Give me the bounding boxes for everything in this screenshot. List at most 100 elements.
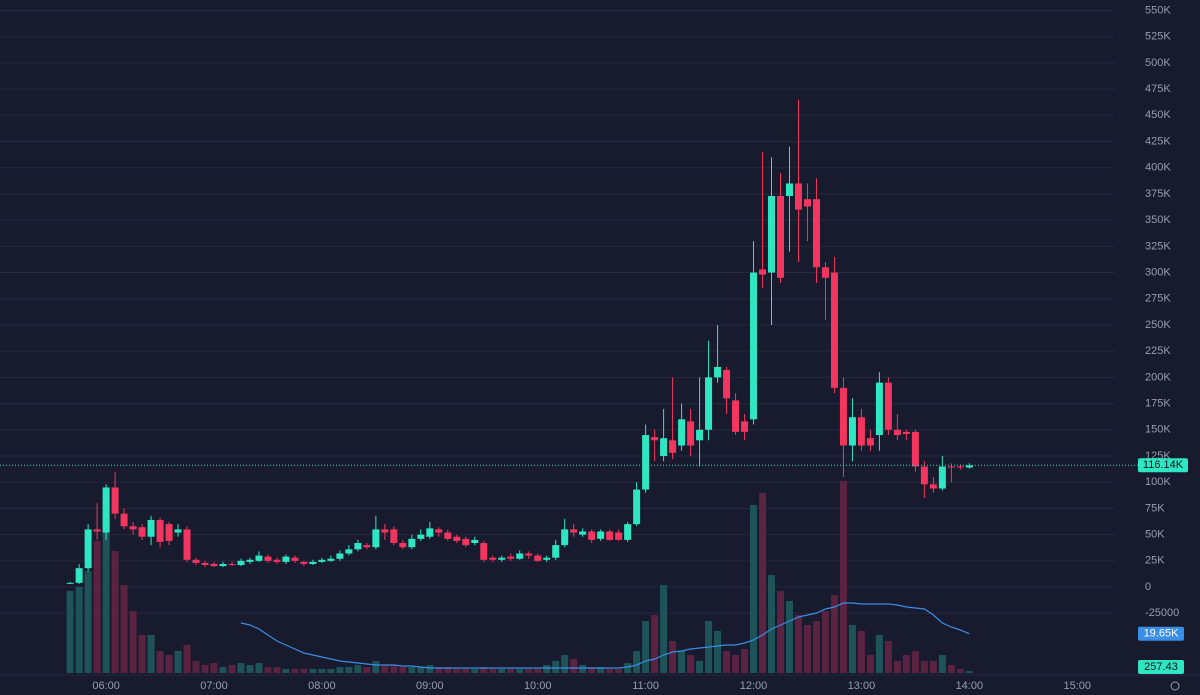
candle-body bbox=[471, 539, 479, 544]
volume-bar bbox=[462, 669, 470, 673]
volume-bar bbox=[696, 661, 704, 673]
volume-bar bbox=[318, 669, 326, 673]
candle-body bbox=[426, 528, 434, 537]
volume-bar bbox=[66, 591, 74, 673]
y-tick-label: 325K bbox=[1145, 240, 1171, 252]
volume-bar bbox=[336, 667, 344, 673]
y-tick-label: 175K bbox=[1145, 397, 1171, 409]
x-tick-label: 06:00 bbox=[92, 680, 120, 692]
y-tick-label: -25000 bbox=[1145, 607, 1179, 619]
volume-bar bbox=[624, 663, 632, 673]
candle-body bbox=[399, 543, 407, 548]
volume-bar bbox=[660, 585, 668, 673]
candle-body bbox=[318, 559, 326, 562]
volume-bar bbox=[102, 493, 110, 673]
volume-bar bbox=[327, 669, 335, 673]
candle-body bbox=[687, 421, 695, 446]
volume-bar bbox=[956, 669, 964, 673]
volume-bar bbox=[345, 667, 353, 673]
volume-bar bbox=[453, 669, 461, 673]
volume-bar bbox=[489, 669, 497, 673]
volume-bar bbox=[435, 667, 443, 673]
candle-body bbox=[803, 199, 811, 207]
volume-bar bbox=[570, 659, 578, 673]
candle-body bbox=[633, 489, 641, 525]
y-tick-label: 250K bbox=[1145, 319, 1171, 331]
candle-body bbox=[911, 431, 919, 467]
volume-bar bbox=[291, 669, 299, 673]
candle-body bbox=[174, 529, 182, 533]
volume-bar bbox=[525, 669, 533, 673]
volume-bar bbox=[246, 665, 254, 673]
volume-bar bbox=[911, 651, 919, 673]
volume-bar bbox=[552, 661, 560, 673]
candle-body bbox=[525, 553, 533, 556]
y-tick-label: 50K bbox=[1145, 529, 1165, 541]
volume-bar bbox=[129, 611, 137, 673]
volume-bar bbox=[543, 665, 551, 673]
candle-body bbox=[624, 524, 632, 540]
candle-body bbox=[947, 466, 955, 468]
candle-body bbox=[255, 555, 263, 561]
y-tick-label: 275K bbox=[1145, 293, 1171, 305]
candle-body bbox=[336, 553, 344, 559]
volume-bar bbox=[821, 611, 829, 673]
volume-bar bbox=[498, 669, 506, 673]
candle-body bbox=[246, 559, 254, 562]
candle-body bbox=[929, 484, 937, 489]
volume-bar bbox=[642, 621, 650, 673]
volume-bar bbox=[588, 667, 596, 673]
candle-body bbox=[866, 438, 874, 446]
y-tick-label: 550K bbox=[1145, 4, 1171, 16]
candle-body bbox=[120, 513, 128, 527]
candle-body bbox=[812, 199, 820, 268]
volume-bar bbox=[785, 601, 793, 673]
volume-bar bbox=[84, 571, 92, 673]
candle-body bbox=[354, 543, 362, 550]
volume-bar bbox=[147, 635, 155, 673]
x-tick-label: 10:00 bbox=[524, 680, 552, 692]
candle-body bbox=[732, 400, 740, 432]
y-tick-label: 100K bbox=[1145, 476, 1171, 488]
volume-bar bbox=[669, 641, 677, 673]
candle-body bbox=[893, 429, 901, 436]
candle-body bbox=[588, 531, 596, 540]
candle-body bbox=[920, 466, 928, 485]
volume-bar bbox=[759, 493, 767, 673]
candle-body bbox=[938, 466, 946, 489]
candle-body bbox=[390, 529, 398, 544]
volume-bar bbox=[309, 669, 317, 673]
candle-body bbox=[309, 561, 317, 564]
y-tick-label: 500K bbox=[1145, 57, 1171, 69]
volume-bar bbox=[201, 665, 209, 673]
volume-bar bbox=[444, 667, 452, 673]
candle-body bbox=[273, 559, 281, 562]
candle-body bbox=[777, 196, 784, 278]
candle-body bbox=[84, 529, 92, 569]
volume-bar bbox=[210, 663, 218, 673]
volume-bar bbox=[875, 635, 883, 673]
volume-bar bbox=[534, 669, 542, 673]
candle-body bbox=[669, 440, 677, 453]
candle-body bbox=[660, 438, 668, 457]
candle-body bbox=[435, 529, 443, 533]
volume-bar bbox=[615, 669, 623, 673]
candle-body bbox=[543, 557, 551, 560]
candle-body bbox=[111, 487, 119, 514]
candle-body bbox=[534, 555, 542, 561]
volume-bar bbox=[687, 655, 695, 673]
volume-bar bbox=[920, 661, 928, 673]
volume-bar bbox=[902, 655, 910, 673]
candle-body bbox=[821, 267, 829, 278]
volume-bar bbox=[192, 661, 200, 673]
y-tick-label: 75K bbox=[1145, 502, 1165, 514]
candle-body bbox=[201, 562, 209, 566]
candle-body bbox=[830, 272, 838, 388]
candle-body bbox=[741, 421, 749, 432]
volume-bar bbox=[866, 655, 874, 673]
candle-body bbox=[345, 549, 353, 554]
volume-bar bbox=[561, 655, 569, 673]
volume-bar bbox=[848, 625, 856, 673]
candle-body bbox=[408, 538, 416, 548]
volume-bar bbox=[390, 665, 398, 673]
